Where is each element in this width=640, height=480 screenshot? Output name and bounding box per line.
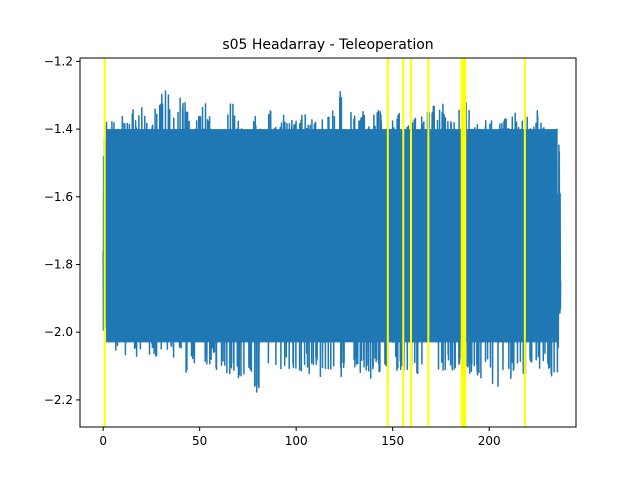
y-tick-label: −2.0 xyxy=(44,325,73,339)
y-axis: −1.2 −1.4 −1.6 −1.8 −2.0 −2.2 xyxy=(44,54,80,407)
y-tick-label: −1.6 xyxy=(44,190,73,204)
signal-core-band xyxy=(106,129,558,343)
x-axis: 0 50 100 150 200 xyxy=(99,427,501,448)
y-tick-label: −1.4 xyxy=(44,122,73,136)
x-tick-label: 0 xyxy=(99,434,107,448)
x-tick-label: 150 xyxy=(381,434,404,448)
chart-title: s05 Headarray - Teleoperation xyxy=(222,37,433,53)
x-tick-label: 50 xyxy=(192,434,207,448)
y-tick-label: −2.2 xyxy=(44,393,73,407)
x-tick-label: 100 xyxy=(285,434,308,448)
y-tick-label: −1.8 xyxy=(44,258,73,272)
y-tick-label: −1.2 xyxy=(44,54,73,68)
plot-area xyxy=(102,58,562,427)
x-tick-label: 200 xyxy=(478,434,501,448)
axes-frame xyxy=(79,57,577,428)
